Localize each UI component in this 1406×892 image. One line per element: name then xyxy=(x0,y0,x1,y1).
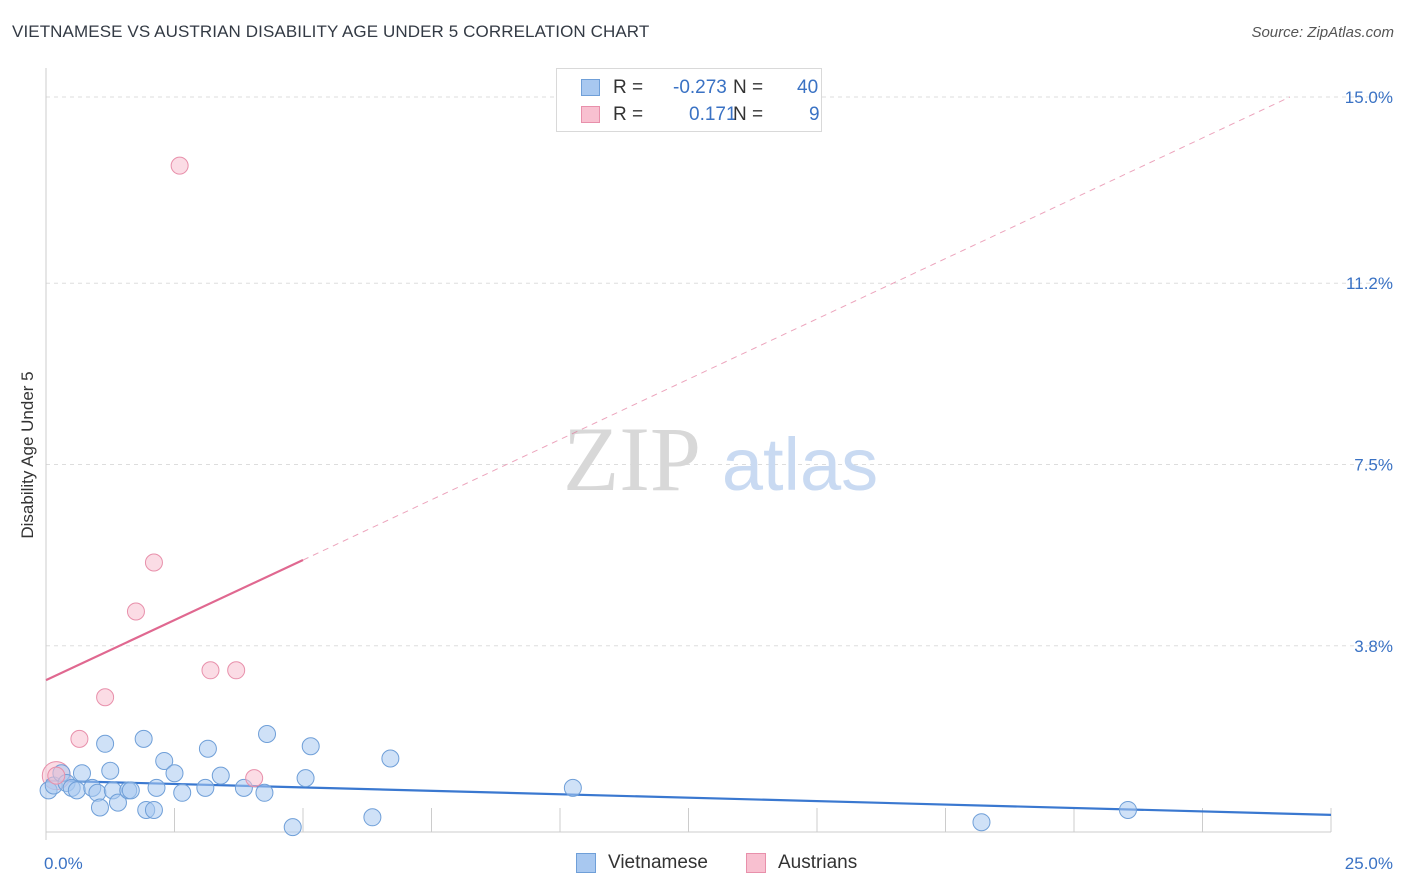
legend-swatch-vietnamese xyxy=(581,79,600,96)
data-point-vietnamese xyxy=(72,764,91,783)
data-point-vietnamese xyxy=(211,766,230,785)
data-point-vietnamese xyxy=(147,778,166,797)
trend-line-austrians xyxy=(45,559,304,682)
y-tick-label: 7.5% xyxy=(1354,456,1393,475)
data-point-austrians xyxy=(201,661,220,680)
data-point-vietnamese xyxy=(90,798,109,817)
x-tick-label: 25.0% xyxy=(1345,854,1393,873)
legend-n-value: 40 xyxy=(797,77,819,98)
data-point-austrians xyxy=(47,766,66,785)
watermark: ZIP atlas xyxy=(563,408,878,510)
data-point-vietnamese xyxy=(144,800,163,819)
data-point-vietnamese xyxy=(165,764,184,783)
source-label: Source: ZipAtlas.com xyxy=(1251,24,1394,41)
data-point-vietnamese xyxy=(108,793,127,812)
data-point-vietnamese xyxy=(198,739,217,758)
grid xyxy=(46,96,1391,647)
axes xyxy=(45,68,1332,840)
bottom-legend-swatch-vietnamese xyxy=(576,853,596,873)
data-point-vietnamese xyxy=(258,725,277,743)
data-point-austrians xyxy=(245,769,264,788)
legend-r-label: R = xyxy=(613,104,644,125)
data-point-austrians xyxy=(144,553,163,572)
data-point-vietnamese xyxy=(101,761,120,780)
correlation-legend: R = -0.273 N = 40 R = 0.171 N = 9 xyxy=(556,68,822,132)
data-point-vietnamese xyxy=(972,813,991,832)
data-point-austrians xyxy=(227,661,246,680)
data-point-austrians xyxy=(126,602,145,621)
chart-title: VIETNAMESE VS AUSTRIAN DISABILITY AGE UN… xyxy=(12,22,650,41)
data-point-vietnamese xyxy=(67,781,86,800)
data-point-vietnamese xyxy=(88,783,107,802)
data-point-vietnamese xyxy=(296,769,315,788)
y-tick-label: 11.2% xyxy=(1346,274,1393,293)
y-axis-label: Disability Age Under 5 xyxy=(18,371,37,539)
legend-n-label: N = xyxy=(733,77,764,98)
trend-line-extension-austrians xyxy=(302,96,1291,561)
y-tick-label: 15.0% xyxy=(1345,88,1393,107)
data-point-vietnamese xyxy=(134,729,153,748)
legend-r-value: 0.171 xyxy=(689,104,737,125)
data-point-vietnamese xyxy=(283,818,302,837)
data-point-vietnamese xyxy=(255,783,274,802)
y-tick-label: 3.8% xyxy=(1354,637,1393,656)
legend-n-label: N = xyxy=(733,104,764,125)
x-tick-label: 0.0% xyxy=(44,854,83,873)
legend-swatch-austrians xyxy=(581,106,600,123)
data-point-austrians xyxy=(170,156,189,175)
bottom-legend-label: Austrians xyxy=(778,852,858,873)
data-point-vietnamese xyxy=(301,737,320,756)
bottom-legend-label: Vietnamese xyxy=(608,852,708,873)
legend-r-label: R = xyxy=(613,77,644,98)
tick-labels: 3.8% 7.5% 11.2% 15.0% 0.0% 25.0% xyxy=(44,88,1393,873)
data-point-vietnamese xyxy=(196,778,215,797)
data-point-vietnamese xyxy=(96,734,115,753)
legend-r-value: -0.273 xyxy=(673,77,727,98)
data-point-vietnamese xyxy=(1118,800,1137,819)
data-point-vietnamese xyxy=(363,808,382,827)
data-point-vietnamese xyxy=(155,751,174,770)
watermark-zip: ZIP xyxy=(563,408,701,510)
data-point-vietnamese xyxy=(381,749,400,768)
watermark-atlas: atlas xyxy=(722,423,878,506)
data-point-austrians xyxy=(96,688,115,707)
data-point-vietnamese xyxy=(121,781,140,800)
legend-n-value: 9 xyxy=(809,104,820,125)
data-point-vietnamese xyxy=(173,783,192,802)
bottom-legend-swatch-austrians xyxy=(746,853,766,873)
data-point-vietnamese xyxy=(563,778,582,797)
data-point-austrians xyxy=(70,729,89,748)
data-points xyxy=(39,156,1137,837)
